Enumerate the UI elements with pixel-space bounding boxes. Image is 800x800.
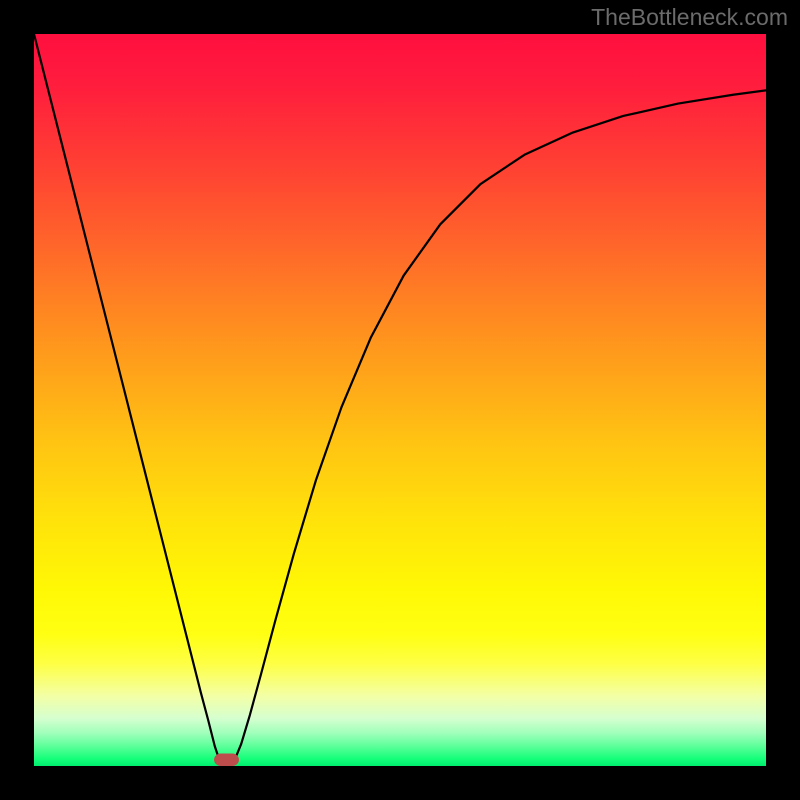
chart-background — [34, 34, 766, 766]
minimum-marker — [214, 754, 239, 766]
plot-area — [34, 34, 766, 766]
watermark-label: TheBottleneck.com — [591, 4, 788, 31]
chart-frame: TheBottleneck.com — [0, 0, 800, 800]
chart-svg — [34, 34, 766, 766]
